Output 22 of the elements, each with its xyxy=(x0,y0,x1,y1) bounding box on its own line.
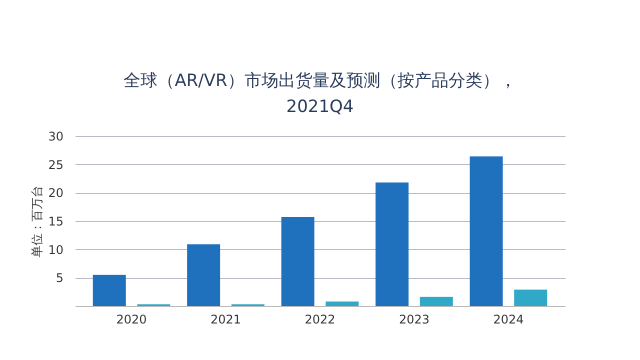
x-tick-label: 2024 xyxy=(493,312,524,326)
y-tick-label: 15 xyxy=(48,214,64,228)
text: 2021Q4 xyxy=(286,97,354,117)
bar xyxy=(470,156,503,306)
bar xyxy=(514,290,548,306)
bar xyxy=(376,182,409,306)
y-tick-label: 20 xyxy=(48,186,64,200)
x-tick-label: 2021 xyxy=(210,312,242,326)
bar xyxy=(187,244,220,306)
bar xyxy=(420,296,453,306)
y-axis-title: 单位：百万台 xyxy=(30,186,44,258)
x-tick-label: 2020 xyxy=(116,312,147,326)
y-tick-label: 25 xyxy=(48,158,64,172)
y-tick-label: 5 xyxy=(56,271,64,286)
x-tick-label: 2023 xyxy=(398,312,430,326)
bar xyxy=(281,217,314,306)
y-tick-label: 30 xyxy=(48,130,64,144)
text: 全球（AR/VR）市场出货量及预测（按产品分类）， xyxy=(124,71,516,91)
bar xyxy=(92,274,126,306)
bar xyxy=(326,301,359,306)
y-tick-label: 10 xyxy=(48,242,64,257)
x-tick-label: 2022 xyxy=(304,312,336,326)
